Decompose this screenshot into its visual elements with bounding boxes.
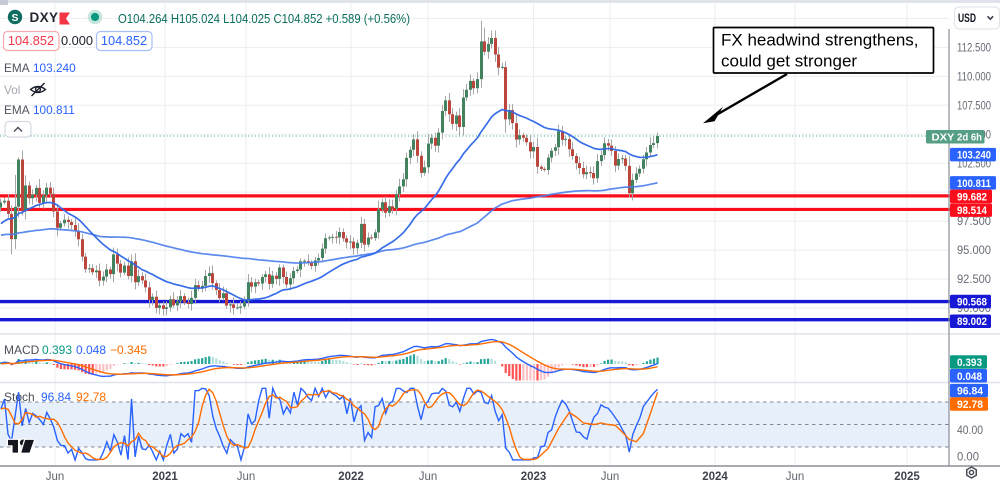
- svg-text:O104.264 H105.024 L104.025 C10: O104.264 H105.024 L104.025 C104.852 +0.5…: [118, 12, 410, 26]
- svg-text:−0.345: −0.345: [110, 343, 147, 357]
- svg-text:2023: 2023: [521, 471, 547, 483]
- svg-text:S: S: [11, 12, 18, 24]
- svg-text:DXY: DXY: [932, 132, 955, 144]
- svg-text:0.00: 0.00: [957, 452, 979, 464]
- svg-text:110.000: 110.000: [957, 71, 991, 83]
- svg-text:USD: USD: [958, 13, 976, 25]
- svg-text:103.240: 103.240: [33, 61, 76, 75]
- svg-text:2021: 2021: [152, 471, 178, 483]
- svg-text:112.500: 112.500: [957, 42, 991, 54]
- svg-text:100.811: 100.811: [33, 103, 75, 117]
- svg-text:FX headwind strengthens,: FX headwind strengthens,: [721, 31, 919, 50]
- svg-text:40.00: 40.00: [957, 425, 983, 437]
- svg-text:0.393: 0.393: [957, 357, 982, 369]
- svg-text:0.393: 0.393: [42, 343, 72, 357]
- svg-text:100.811: 100.811: [957, 178, 991, 190]
- svg-text:99.682: 99.682: [957, 191, 987, 203]
- svg-text:2025: 2025: [894, 471, 920, 483]
- svg-text:98.514: 98.514: [957, 205, 988, 217]
- svg-text:Stoch: Stoch: [4, 390, 35, 404]
- svg-text:Jun: Jun: [46, 471, 65, 483]
- svg-text:DXY: DXY: [30, 10, 59, 25]
- svg-text:Jun: Jun: [237, 471, 256, 483]
- svg-text:EMA: EMA: [4, 103, 30, 117]
- svg-text:97.500: 97.500: [957, 216, 991, 228]
- svg-text:92.78: 92.78: [76, 390, 106, 404]
- svg-text:96.84: 96.84: [41, 390, 71, 404]
- svg-text:92.78: 92.78: [957, 399, 983, 411]
- svg-text:104.852: 104.852: [101, 33, 147, 48]
- svg-text:96.84: 96.84: [957, 386, 984, 398]
- svg-text:103.240: 103.240: [957, 150, 991, 162]
- svg-text:2024: 2024: [702, 471, 728, 483]
- svg-text:MACD: MACD: [4, 343, 40, 357]
- svg-text:107.500: 107.500: [957, 100, 991, 112]
- svg-text:89.002: 89.002: [957, 316, 987, 328]
- svg-text:EMA: EMA: [4, 61, 30, 75]
- svg-text:Jun: Jun: [601, 471, 620, 483]
- svg-text:92.500: 92.500: [957, 274, 991, 286]
- svg-text:Vol: Vol: [4, 83, 20, 97]
- svg-text:104.852: 104.852: [8, 33, 54, 48]
- svg-text:0.000: 0.000: [61, 33, 93, 48]
- svg-text:Jun: Jun: [786, 471, 805, 483]
- svg-text:2d 6h: 2d 6h: [957, 132, 982, 144]
- svg-text:0.048: 0.048: [957, 371, 982, 383]
- svg-text:could get stronger: could get stronger: [721, 52, 857, 71]
- svg-text:95.000: 95.000: [957, 245, 991, 257]
- svg-text:0.048: 0.048: [76, 343, 106, 357]
- svg-text:2022: 2022: [338, 471, 364, 483]
- svg-text:Jun: Jun: [419, 471, 438, 483]
- svg-text:90.568: 90.568: [957, 297, 987, 309]
